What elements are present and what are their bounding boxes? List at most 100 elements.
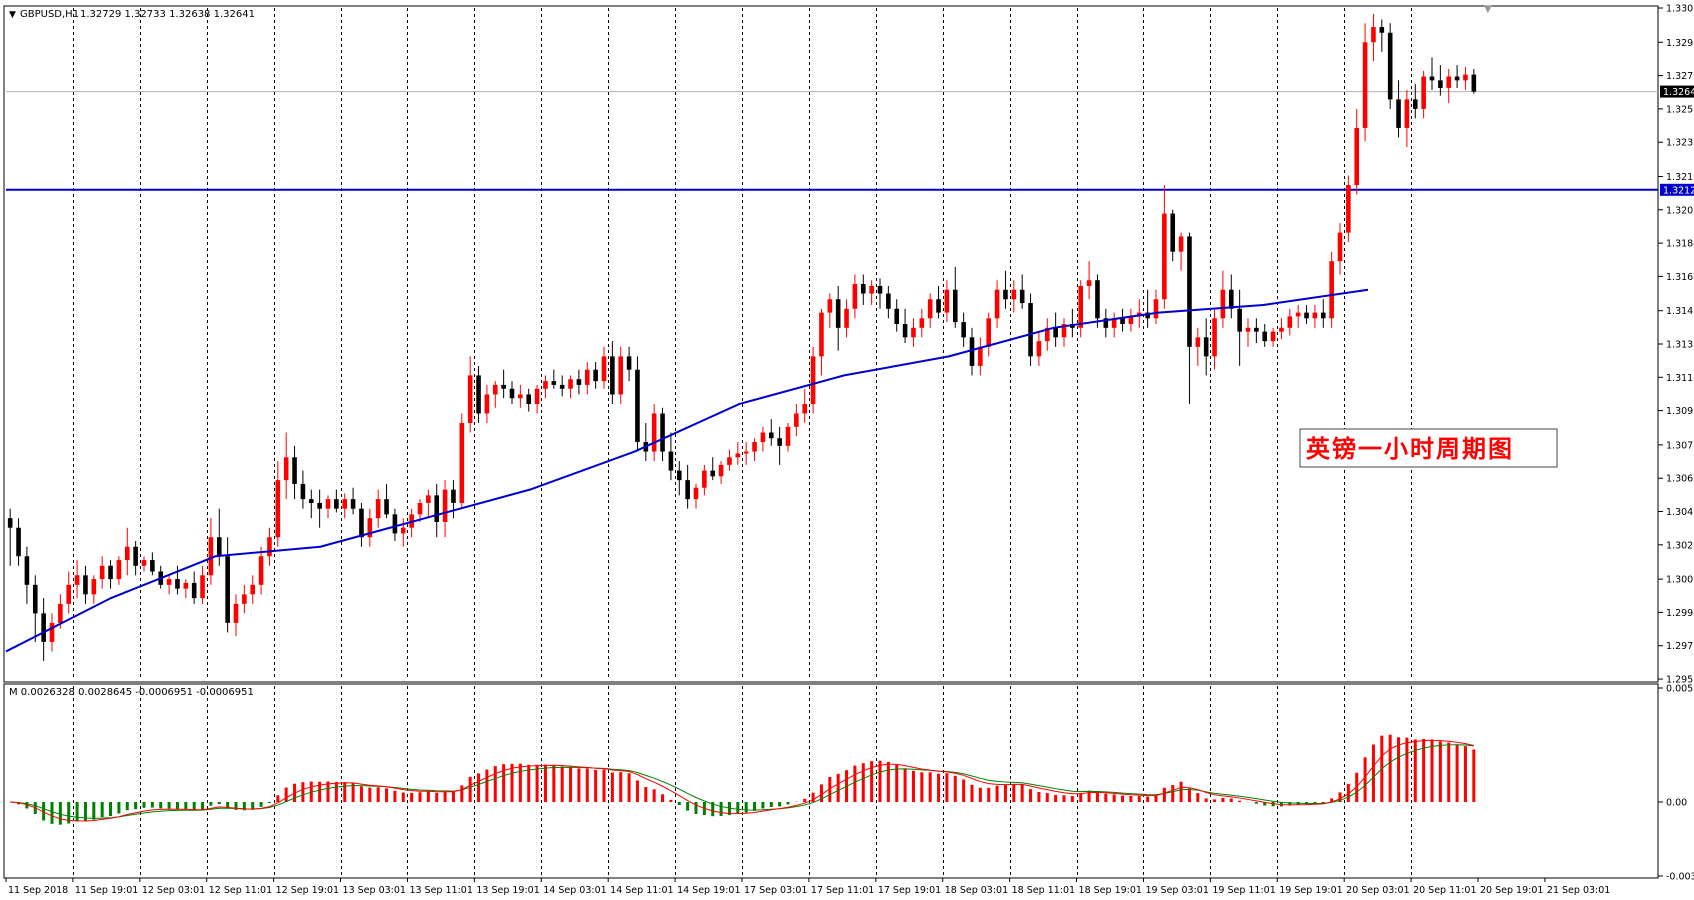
candle-body	[944, 289, 950, 313]
candle-body	[852, 284, 858, 309]
annotation-text: 英镑一小时周期图	[1306, 435, 1514, 463]
time-tick-label: 21 Sep 03:01	[1547, 885, 1610, 896]
candle-body	[1245, 327, 1251, 332]
candle-body	[1295, 312, 1301, 317]
candle-body	[1254, 327, 1259, 332]
time-tick-label: 13 Sep 19:01	[476, 885, 539, 896]
candle-body	[1270, 331, 1276, 342]
indicator-label: M 0.0026328 0.0028645 -0.0006951 -0.0006…	[9, 687, 254, 698]
candle-body	[24, 556, 30, 585]
candle-body	[41, 613, 46, 642]
candle-body	[1287, 316, 1293, 328]
candle-body	[492, 384, 498, 395]
price-tick-label: 1.29555	[1666, 675, 1694, 686]
indicator-tick-label: 0.00584	[1666, 684, 1694, 695]
candle-body	[1362, 42, 1368, 128]
price-axis[interactable]: 1.33080 1.32900 1.32725 1.32550 1.32375 1.321…	[1658, 4, 1694, 686]
candle-body	[49, 622, 55, 642]
level-price-tag	[1660, 183, 1694, 196]
ohlc-values: 1.32729 1.32733 1.32638 1.32641	[80, 9, 255, 20]
main-pane[interactable]	[3, 5, 1659, 683]
candle-body	[911, 327, 916, 338]
time-tick-label: 13 Sep 11:01	[409, 885, 472, 896]
candle-body	[32, 584, 38, 614]
candle-body	[894, 308, 900, 325]
candle-body	[752, 442, 757, 452]
candle-body	[534, 388, 540, 404]
candle-body	[91, 579, 97, 595]
price-tick-label: 1.32725	[1666, 71, 1694, 82]
candle-body	[509, 388, 515, 399]
time-tick-label: 19 Sep 03:01	[1145, 885, 1208, 896]
candle-body	[1471, 74, 1477, 92]
time-tick-label: 20 Sep 03:01	[1346, 885, 1409, 896]
candle-body	[785, 426, 791, 446]
candle-body	[1312, 312, 1318, 319]
time-tick-label: 12 Sep 11:01	[209, 885, 272, 896]
time-tick-label: 14 Sep 03:01	[543, 885, 606, 896]
price-tick-label: 1.29905	[1666, 608, 1694, 619]
price-tick-label: 1.31845	[1666, 239, 1694, 250]
candle-body	[919, 318, 925, 328]
candle-body	[526, 394, 532, 404]
annotation-box	[1299, 428, 1558, 468]
candle-body	[827, 299, 833, 313]
price-tick-label: 1.32375	[1666, 138, 1694, 149]
symbol-dropdown-icon[interactable]: ▼	[9, 10, 16, 20]
candle-body	[58, 603, 63, 623]
current-price-label: 1.32641	[1663, 87, 1694, 98]
candle-body	[300, 483, 306, 500]
time-axis[interactable]: 11 Sep 2018 11 Sep 19:01 12 Sep 03:01 12 Se…	[5, 878, 1610, 896]
candle-body	[1053, 327, 1058, 338]
period-separators	[73, 8, 1412, 876]
candle-body	[844, 308, 849, 328]
candle-body	[660, 413, 665, 452]
time-tick-label: 20 Sep 11:01	[1413, 885, 1476, 896]
candle-body	[417, 502, 423, 515]
time-tick-label: 18 Sep 03:01	[945, 885, 1008, 896]
candle-body	[1454, 76, 1460, 81]
candle-body	[434, 495, 440, 522]
candle-body	[668, 451, 674, 471]
time-tick-label: 12 Sep 19:01	[276, 885, 339, 896]
candle-body	[108, 565, 113, 580]
candle-body	[342, 499, 348, 509]
candle-body	[952, 289, 958, 323]
candle-body	[384, 499, 389, 515]
price-tick-label: 1.30610	[1666, 474, 1694, 485]
candle-body	[877, 285, 883, 294]
candle-body	[676, 470, 682, 481]
candle-body	[1396, 99, 1401, 128]
candle-body	[819, 312, 824, 357]
candle-body	[1237, 308, 1242, 332]
candle-body	[133, 546, 138, 566]
candle-body	[743, 451, 749, 454]
candle-body	[869, 285, 874, 294]
price-tick-label: 1.32020	[1666, 205, 1694, 216]
candle-body	[777, 438, 782, 446]
time-tick-label: 11 Sep 19:01	[75, 885, 138, 896]
candle-body	[1429, 76, 1435, 81]
candle-body	[7, 518, 13, 528]
candle-body	[718, 464, 724, 477]
candle-body	[400, 527, 406, 534]
indicator-histogram	[17, 734, 1476, 825]
candle-body	[551, 381, 557, 385]
candle-body	[1212, 318, 1217, 357]
candle-body	[1111, 318, 1117, 328]
price-tick-label: 1.31670	[1666, 272, 1694, 283]
time-tick-label: 17 Sep 11:01	[811, 885, 874, 896]
candle-body	[1178, 236, 1184, 252]
time-tick-label: 14 Sep 19:01	[677, 885, 740, 896]
scroll-marker-icon[interactable]: ▼	[1484, 4, 1492, 15]
candle-body	[969, 337, 975, 366]
candle-body	[83, 575, 88, 595]
candle-body	[267, 537, 272, 557]
candle-body	[350, 499, 356, 509]
candle-body	[810, 356, 816, 404]
candle-body	[392, 514, 398, 534]
indicator-signal-red	[10, 739, 1474, 822]
moving-average-line	[5, 288, 1369, 653]
price-tick-label: 1.30080	[1666, 575, 1694, 586]
